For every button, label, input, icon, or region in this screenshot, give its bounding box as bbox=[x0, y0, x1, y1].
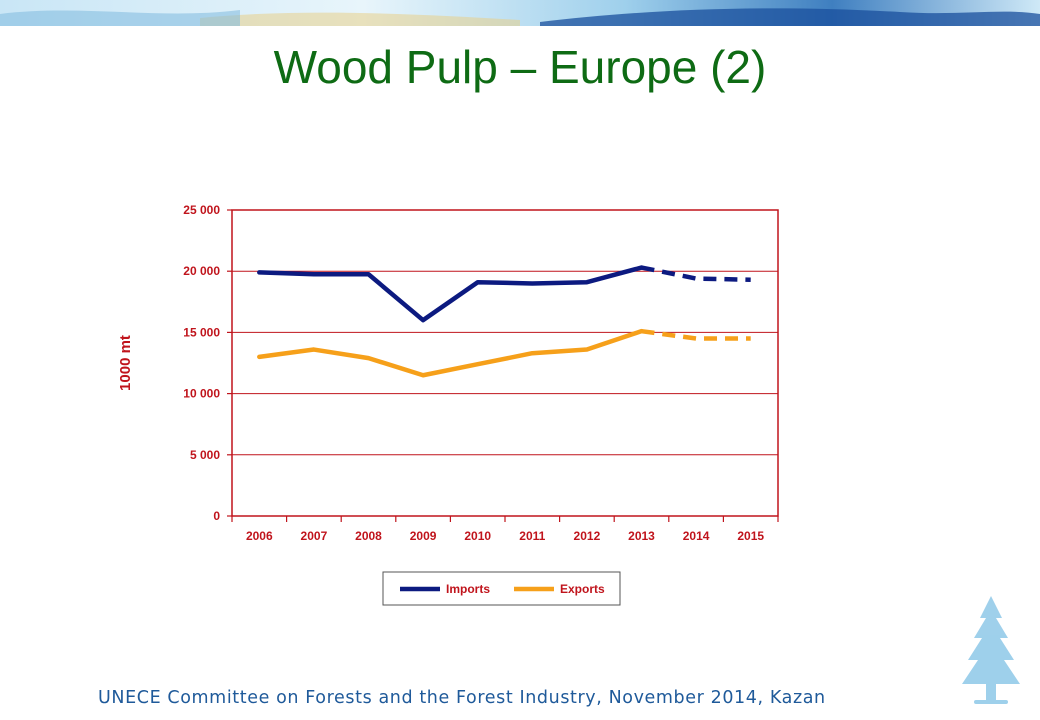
y-tick-label: 20 000 bbox=[183, 264, 220, 278]
y-tick-label: 5 000 bbox=[190, 448, 220, 462]
y-tick-label: 0 bbox=[213, 509, 220, 523]
mosaic-banner bbox=[0, 0, 1040, 26]
x-tick-label: 2010 bbox=[464, 529, 491, 543]
x-tick-label: 2013 bbox=[628, 529, 655, 543]
x-tick-label: 2014 bbox=[683, 529, 710, 543]
y-tick-label: 25 000 bbox=[183, 203, 220, 217]
legend: Imports Exports bbox=[382, 571, 621, 606]
y-tick-label: 15 000 bbox=[183, 325, 220, 339]
gridlines bbox=[232, 270, 778, 456]
x-tick-label: 2008 bbox=[355, 529, 382, 543]
series-layer bbox=[257, 265, 751, 378]
footer-text: UNECE Committee on Forests and the Fores… bbox=[98, 688, 826, 708]
exports-forecast-line bbox=[641, 328, 751, 341]
imports-series-line bbox=[257, 265, 644, 323]
legend-label: Exports bbox=[560, 582, 605, 596]
y-axis-ticks: 0 5 000 10 000 15 000 20 000 25 000 bbox=[183, 203, 232, 523]
slide-title: Wood Pulp – Europe (2) bbox=[273, 41, 767, 93]
legend-label: Imports bbox=[446, 582, 490, 596]
plot-frame bbox=[231, 209, 779, 517]
x-tick-label: 2006 bbox=[246, 529, 273, 543]
x-tick-label: 2009 bbox=[410, 529, 437, 543]
x-tick-label: 2015 bbox=[737, 529, 764, 543]
x-tick-label: 2012 bbox=[574, 529, 601, 543]
x-axis-ticks: 2006 2007 2008 2009 2010 2011 2012 2013 2014 2015 bbox=[231, 516, 779, 543]
y-axis-label: 1000 mt bbox=[117, 335, 134, 391]
tree-icon bbox=[962, 596, 1020, 704]
exports-series-line bbox=[257, 328, 644, 378]
imports-forecast-line bbox=[641, 265, 751, 283]
x-tick-label: 2011 bbox=[519, 529, 545, 543]
x-tick-label: 2007 bbox=[301, 529, 328, 543]
y-tick-label: 10 000 bbox=[183, 387, 220, 401]
